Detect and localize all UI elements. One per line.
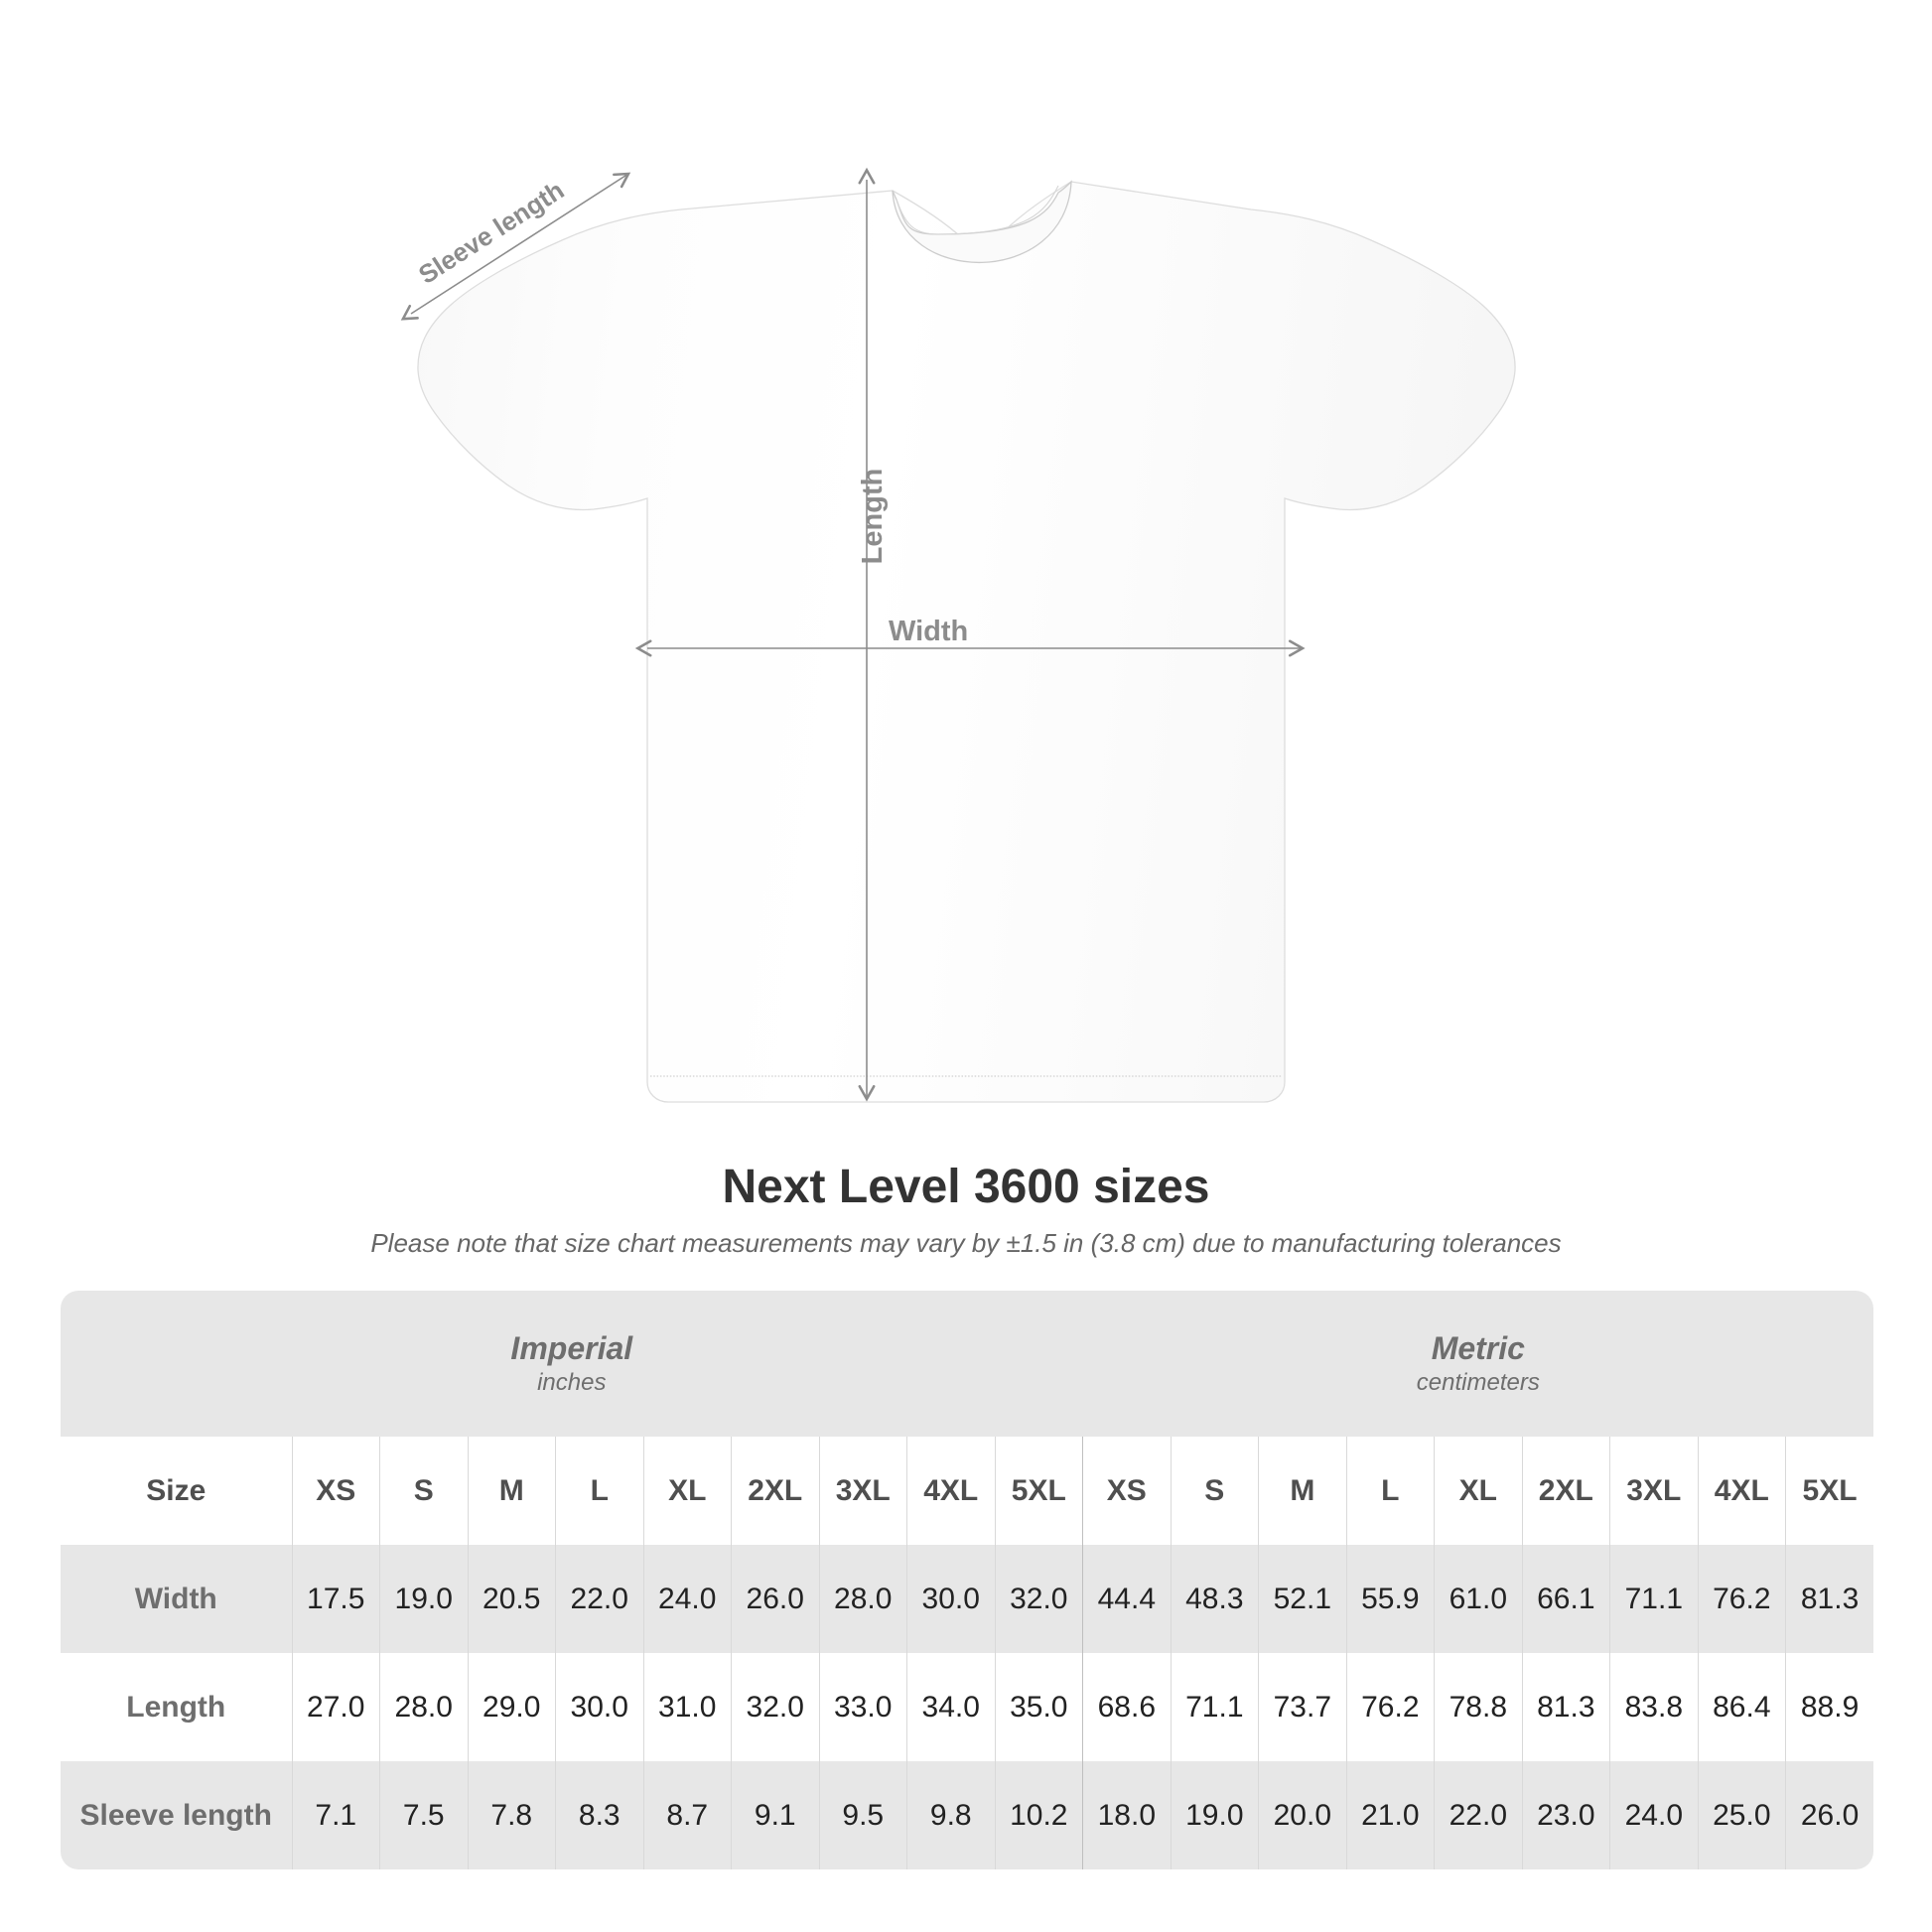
svg-text:Length: Length bbox=[857, 469, 889, 565]
svg-text:Width: Width bbox=[889, 616, 968, 647]
